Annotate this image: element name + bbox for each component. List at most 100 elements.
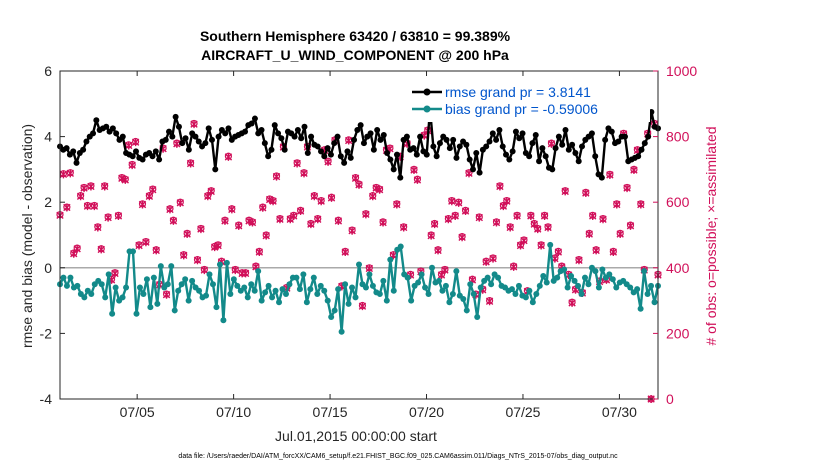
obs-assimilated-marker — [334, 216, 343, 225]
obs-assimilated-marker — [437, 271, 446, 280]
bias-point — [157, 263, 164, 270]
bias-point — [223, 259, 230, 266]
obs-assimilated-marker — [231, 266, 239, 275]
rmse-point — [275, 130, 282, 137]
bias-point — [175, 287, 182, 294]
rmse-point — [446, 145, 453, 152]
rmse-point — [380, 131, 387, 138]
bias-point — [418, 271, 425, 278]
bias-point — [282, 291, 289, 298]
bias-point — [362, 284, 369, 291]
obs-assimilated-marker — [83, 202, 92, 211]
obs-assimilated-marker — [324, 157, 332, 166]
obs-assimilated-marker — [413, 175, 422, 184]
obs-assimilated-marker — [90, 202, 99, 211]
bias-point — [422, 284, 429, 291]
obs-assimilated-marker — [527, 211, 535, 220]
obs-assimilated-marker — [637, 200, 645, 209]
obs-assimilated-marker — [66, 169, 75, 178]
rmse-point — [132, 148, 139, 155]
obs-assimilated-marker — [87, 182, 95, 191]
rmse-point — [222, 130, 229, 137]
obs-assimilated-marker — [589, 211, 597, 220]
rmse-point — [393, 151, 400, 158]
obs-assimilated-marker — [489, 254, 497, 263]
bias-point — [310, 274, 317, 281]
bias-point — [484, 274, 491, 281]
bias-point — [171, 307, 178, 314]
rmse-point — [265, 153, 272, 160]
rmse-point — [351, 136, 358, 143]
obs-assimilated-marker — [444, 215, 453, 224]
rmse-point — [532, 131, 539, 138]
obs-assimilated-marker — [613, 200, 621, 209]
rmse-point — [516, 135, 523, 142]
rmse-point — [549, 166, 556, 173]
rmse-point — [202, 140, 209, 147]
bias-point — [133, 310, 140, 317]
obs-assimilated-marker — [290, 211, 298, 220]
rmse-point — [572, 150, 579, 156]
rmse-point — [374, 127, 381, 134]
bias-point — [307, 286, 314, 293]
bias-point — [581, 274, 588, 281]
right-y-tick-label: 0 — [666, 391, 674, 407]
bias-point — [109, 310, 116, 317]
obs-assimilated-marker — [448, 197, 456, 206]
right-y-tick-label: 400 — [666, 260, 690, 276]
obs-assimilated-marker — [427, 231, 435, 240]
obs-assimilated-marker — [314, 215, 322, 224]
rmse-point — [344, 148, 351, 155]
chart-title: Southern Hemisphere 63420 / 63810 = 99.3… — [200, 28, 511, 44]
obs-assimilated-marker — [458, 233, 466, 242]
obs-assimilated-marker — [358, 302, 367, 311]
obs-assimilated-marker — [224, 152, 233, 161]
obs-assimilated-marker — [121, 175, 129, 184]
left-y-tick-label: 4 — [44, 129, 52, 145]
bias-point — [335, 286, 342, 293]
bias-point — [404, 274, 411, 281]
obs-assimilated-marker — [327, 193, 336, 202]
obs-assimilated-marker — [592, 246, 600, 255]
x-tick-label: 07/10 — [216, 404, 251, 420]
bias-point — [578, 291, 585, 298]
bias-point — [286, 281, 293, 288]
rmse-point — [103, 123, 110, 130]
rmse-point — [466, 156, 473, 163]
bias-point — [88, 291, 95, 298]
rmse-point — [63, 145, 70, 152]
bias-point — [439, 287, 446, 294]
obs-assimilated-marker — [454, 198, 463, 207]
bias-point — [98, 281, 105, 288]
bias-point — [154, 300, 161, 307]
bias-point — [408, 297, 415, 304]
bias-point — [613, 284, 620, 291]
right-y-tick-label: 200 — [666, 325, 690, 341]
obs-assimilated-marker — [235, 221, 243, 230]
bias-point — [164, 281, 171, 288]
rmse-point — [192, 133, 199, 140]
bias-point — [495, 274, 502, 281]
rmse-point — [205, 125, 212, 132]
rmse-point — [347, 154, 354, 161]
bias-point — [303, 299, 310, 306]
obs-assimilated-marker — [135, 241, 143, 250]
rmse-point — [473, 150, 480, 156]
obs-assimilated-marker — [513, 211, 521, 220]
bias-point — [641, 268, 648, 275]
rmse-point — [588, 130, 595, 137]
obs-assimilated-marker — [214, 241, 222, 250]
rmse-point — [387, 156, 394, 163]
obs-assimilated-marker — [169, 216, 178, 225]
bias-point — [349, 284, 356, 291]
rmse-point — [354, 127, 361, 134]
bias-point — [321, 287, 328, 294]
rmse-point — [334, 133, 341, 140]
bias-point — [209, 281, 216, 288]
bias-point — [571, 277, 578, 284]
right-y-tick-label: 600 — [666, 194, 690, 210]
obs-assimilated-marker — [162, 290, 171, 299]
obs-assimilated-marker — [451, 211, 459, 220]
rmse-point — [298, 135, 305, 142]
bias-point — [136, 284, 143, 291]
